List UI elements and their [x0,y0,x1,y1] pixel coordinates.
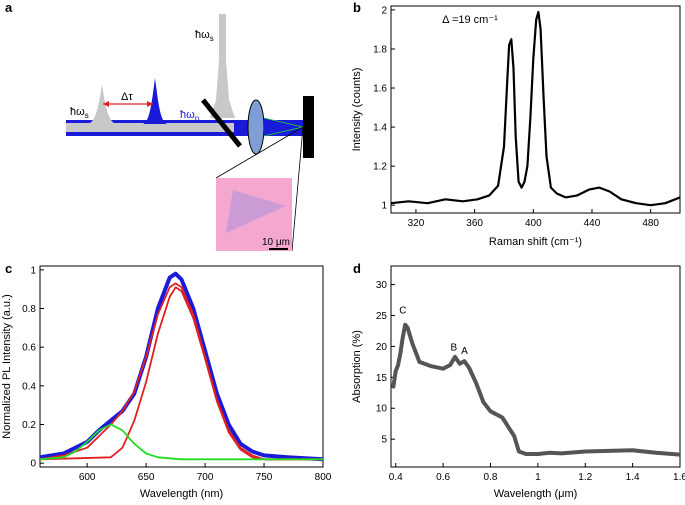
series-Raman [391,10,680,207]
series-trion [40,423,323,461]
y-tick-label: 0 [30,459,36,470]
scale-bar-label: 10 μm [262,237,290,248]
hw-s-top-label: ħωs [195,29,214,43]
panel-c-label: c [5,261,12,276]
x-tick-label: 700 [197,472,214,483]
hw-p-label: ħωp [180,109,200,123]
y-tick-label: 1.2 [373,162,387,173]
sample [303,96,314,158]
y-tick-label: 0.8 [22,304,36,315]
series-data [40,271,323,462]
plot-frame-d [390,265,681,468]
signal-pulse [88,84,116,124]
objective-lens [247,99,265,155]
beam-splitter [201,98,242,148]
y-tick-label: 30 [376,280,388,291]
x-axis-title: Raman shift (cm⁻¹) [489,236,582,248]
x-tick-label: 0.4 [389,472,403,483]
y-tick-label: 1 [30,265,36,276]
y-tick-label: 0.6 [22,343,36,354]
y-tick-label: 1 [381,201,387,212]
panel-d: d 0.4 0.6 0.8 1 1.2 1.4 1.6 5 10 15 20 25 30 Waveleng… [351,261,685,500]
x-tick-label: 800 [315,472,332,483]
flake-triangle [226,190,286,233]
panel-b-label: b [353,0,361,15]
panel-d-label: d [353,261,361,276]
plot-frame-b [390,5,681,214]
peak-label-B: B [450,343,457,354]
hw-s-left-label: ħωs [70,106,89,120]
y-tick-label: 15 [376,373,388,384]
series-absorption [391,322,680,457]
peak-label-A: A [461,346,468,357]
y-tick-label: 1.4 [373,123,387,134]
y-axis-title: Intensity (counts) [351,68,363,152]
panel-a: a Δτ ħωs ħωs ħωp 10 μm [5,0,314,252]
x-tick-label: 400 [525,218,542,229]
delay-label: Δτ [121,91,133,103]
y-axis-title: Absorption (%) [351,330,363,403]
panel-b: b 320 360 400 440 480 1 1.2 1.4 1.6 1.8 2 Raman shi… [351,0,681,248]
x-tick-label: 1 [535,472,541,483]
peak-label-C: C [399,306,406,317]
y-tick-label: 20 [376,342,388,353]
x-tick-label: 1.6 [673,472,685,483]
signal-beam [66,123,234,132]
y-tick-label: 5 [381,435,387,446]
x-tick-label: 600 [79,472,96,483]
y-tick-label: 10 [376,404,388,415]
pump-pulse [143,78,167,124]
vertical-signal-beam [210,14,235,118]
x-axis-title: Wavelength (μm) [494,488,578,500]
x-tick-label: 1.4 [626,472,640,483]
peak-separation-annotation: Δ =19 cm⁻¹ [442,14,498,26]
series-exciton [40,286,323,461]
x-tick-label: 650 [138,472,155,483]
y-tick-label: 0.4 [22,381,36,392]
plot-frame-c [39,265,324,468]
series-fit-total [40,282,323,461]
y-tick-label: 0.2 [22,420,36,431]
x-tick-label: 1.2 [578,472,592,483]
y-tick-label: 1.8 [373,44,387,55]
y-tick-label: 1.6 [373,84,387,95]
x-tick-label: 0.8 [484,472,498,483]
y-tick-label: 25 [376,311,388,322]
x-tick-label: 750 [256,472,273,483]
x-axis-title: Wavelength (nm) [140,488,223,500]
x-tick-label: 320 [408,218,425,229]
x-tick-label: 360 [466,218,483,229]
x-tick-label: 440 [584,218,601,229]
y-axis-title: Normalized PL Intensity (a.u.) [1,294,13,438]
panel-c: c 600 650 700 750 800 0 0.2 0.4 0.6 0.8 1 Wavelengt… [1,261,332,500]
x-tick-label: 480 [642,218,659,229]
x-tick-label: 0.6 [436,472,450,483]
panel-a-label: a [5,0,13,15]
y-tick-label: 2 [381,5,387,16]
